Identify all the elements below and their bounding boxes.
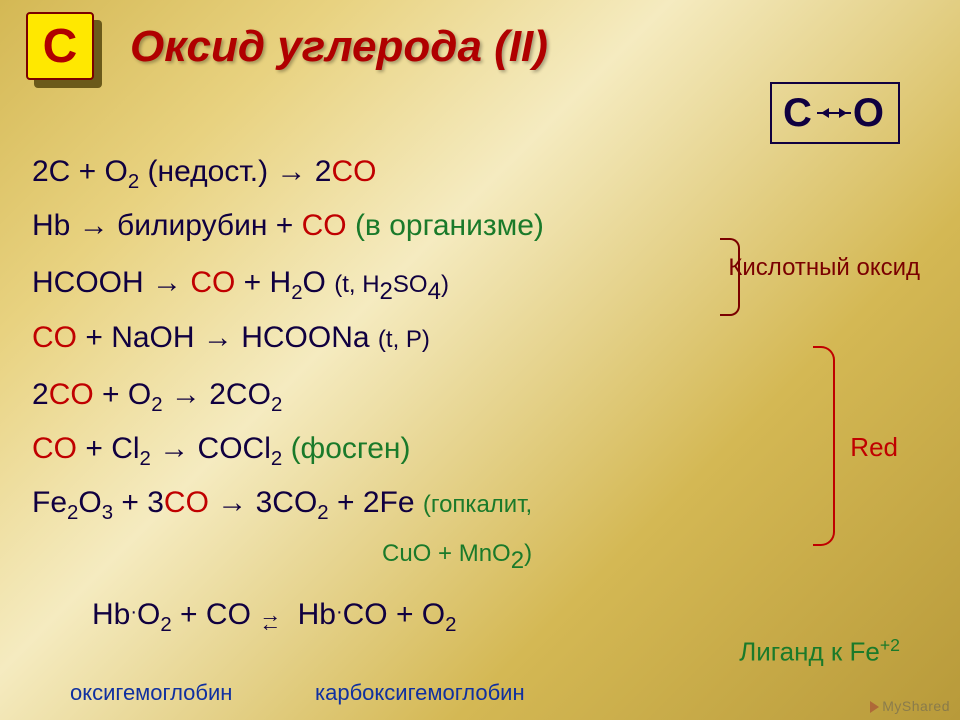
txt: +2 bbox=[880, 635, 900, 655]
slide-title: Оксид углерода (II) bbox=[130, 22, 548, 72]
txt: Hb bbox=[32, 209, 79, 242]
bond-right: O bbox=[853, 91, 887, 136]
txt: + Cl bbox=[77, 432, 140, 465]
txt: (t, H bbox=[334, 271, 379, 298]
txt: CO bbox=[49, 378, 94, 411]
eq-line: Hb → билирубин + CO (в организме) bbox=[32, 204, 930, 248]
txt: + 2Fe bbox=[329, 486, 423, 519]
txt: SO bbox=[393, 271, 428, 298]
watermark: MyShared bbox=[870, 698, 950, 714]
eq-line: 2CO + O2 → 2CO2 bbox=[32, 373, 930, 421]
txt: (фосген) bbox=[282, 432, 410, 465]
equations-block: 2C + O2 (недост.) → 2CO Hb → билирубин +… bbox=[32, 150, 930, 646]
txt: CO bbox=[190, 266, 235, 299]
eq-line: Fe2O3 + 3CO → 3CO2 + 2Fe (гопкалит, bbox=[32, 481, 930, 529]
txt: Fe bbox=[32, 486, 67, 519]
element-badge: C bbox=[26, 12, 94, 80]
bond-diagram: C O bbox=[770, 82, 900, 144]
txt: CuO + MnO bbox=[382, 540, 511, 567]
play-icon bbox=[870, 701, 879, 713]
txt: (недост.) bbox=[139, 155, 276, 188]
txt: 2C + O bbox=[32, 155, 128, 188]
eq-line: CO + NaOH → HCOONa (t, P) bbox=[32, 316, 930, 360]
txt: CO bbox=[164, 486, 209, 519]
txt: 2CO bbox=[201, 378, 271, 411]
txt: COCl bbox=[189, 432, 271, 465]
txt: CO bbox=[32, 432, 77, 465]
txt: CO bbox=[331, 155, 376, 188]
bracket-red bbox=[813, 346, 835, 546]
txt: CO + O bbox=[343, 598, 446, 631]
txt: + 3 bbox=[113, 486, 164, 519]
annot-acid-oxide: Кислотный оксид bbox=[728, 254, 920, 282]
txt: + CO bbox=[172, 598, 260, 631]
txt: ) bbox=[441, 271, 449, 298]
txt: билирубин + bbox=[109, 209, 302, 242]
txt: Hb bbox=[92, 598, 130, 631]
txt: + O bbox=[94, 378, 152, 411]
annot-ligand: Лиганд к Fe+2 bbox=[739, 635, 900, 668]
txt: + H bbox=[235, 266, 291, 299]
txt: O bbox=[78, 486, 101, 519]
txt: HCOOH bbox=[32, 266, 152, 299]
txt: (гопкалит, bbox=[423, 491, 532, 518]
txt: 2 bbox=[32, 378, 49, 411]
txt: HCOONa bbox=[233, 321, 378, 354]
eq-line: 2C + O2 (недост.) → 2CO bbox=[32, 150, 930, 198]
watermark-text: MyShared bbox=[882, 698, 950, 714]
eq-line-cont: CuO + MnO2) bbox=[32, 530, 930, 579]
eq-line: CO + Cl2 → COCl2 (фосген) bbox=[32, 427, 930, 475]
txt: Hb bbox=[289, 598, 336, 631]
txt: 2 bbox=[306, 155, 331, 188]
txt: (t, P) bbox=[378, 326, 430, 353]
txt: 3CO bbox=[247, 486, 317, 519]
txt: ) bbox=[524, 540, 532, 567]
txt: (в организме) bbox=[347, 209, 544, 242]
annot-oxyhemoglobin: оксигемоглобин bbox=[70, 680, 232, 706]
txt: CO bbox=[302, 209, 347, 242]
txt: O bbox=[137, 598, 160, 631]
txt: CO bbox=[32, 321, 77, 354]
eq-line: Hb·O2 + CO Hb·CO + O2 bbox=[32, 593, 930, 641]
bond-left: C bbox=[783, 91, 815, 136]
txt: + NaOH bbox=[77, 321, 203, 354]
txt: O bbox=[303, 266, 335, 299]
txt: Лиганд к Fe bbox=[739, 637, 880, 667]
annot-carboxyhemoglobin: карбоксигемоглобин bbox=[315, 680, 525, 706]
annot-red: Red bbox=[850, 432, 898, 463]
bond-arrow bbox=[817, 112, 851, 114]
